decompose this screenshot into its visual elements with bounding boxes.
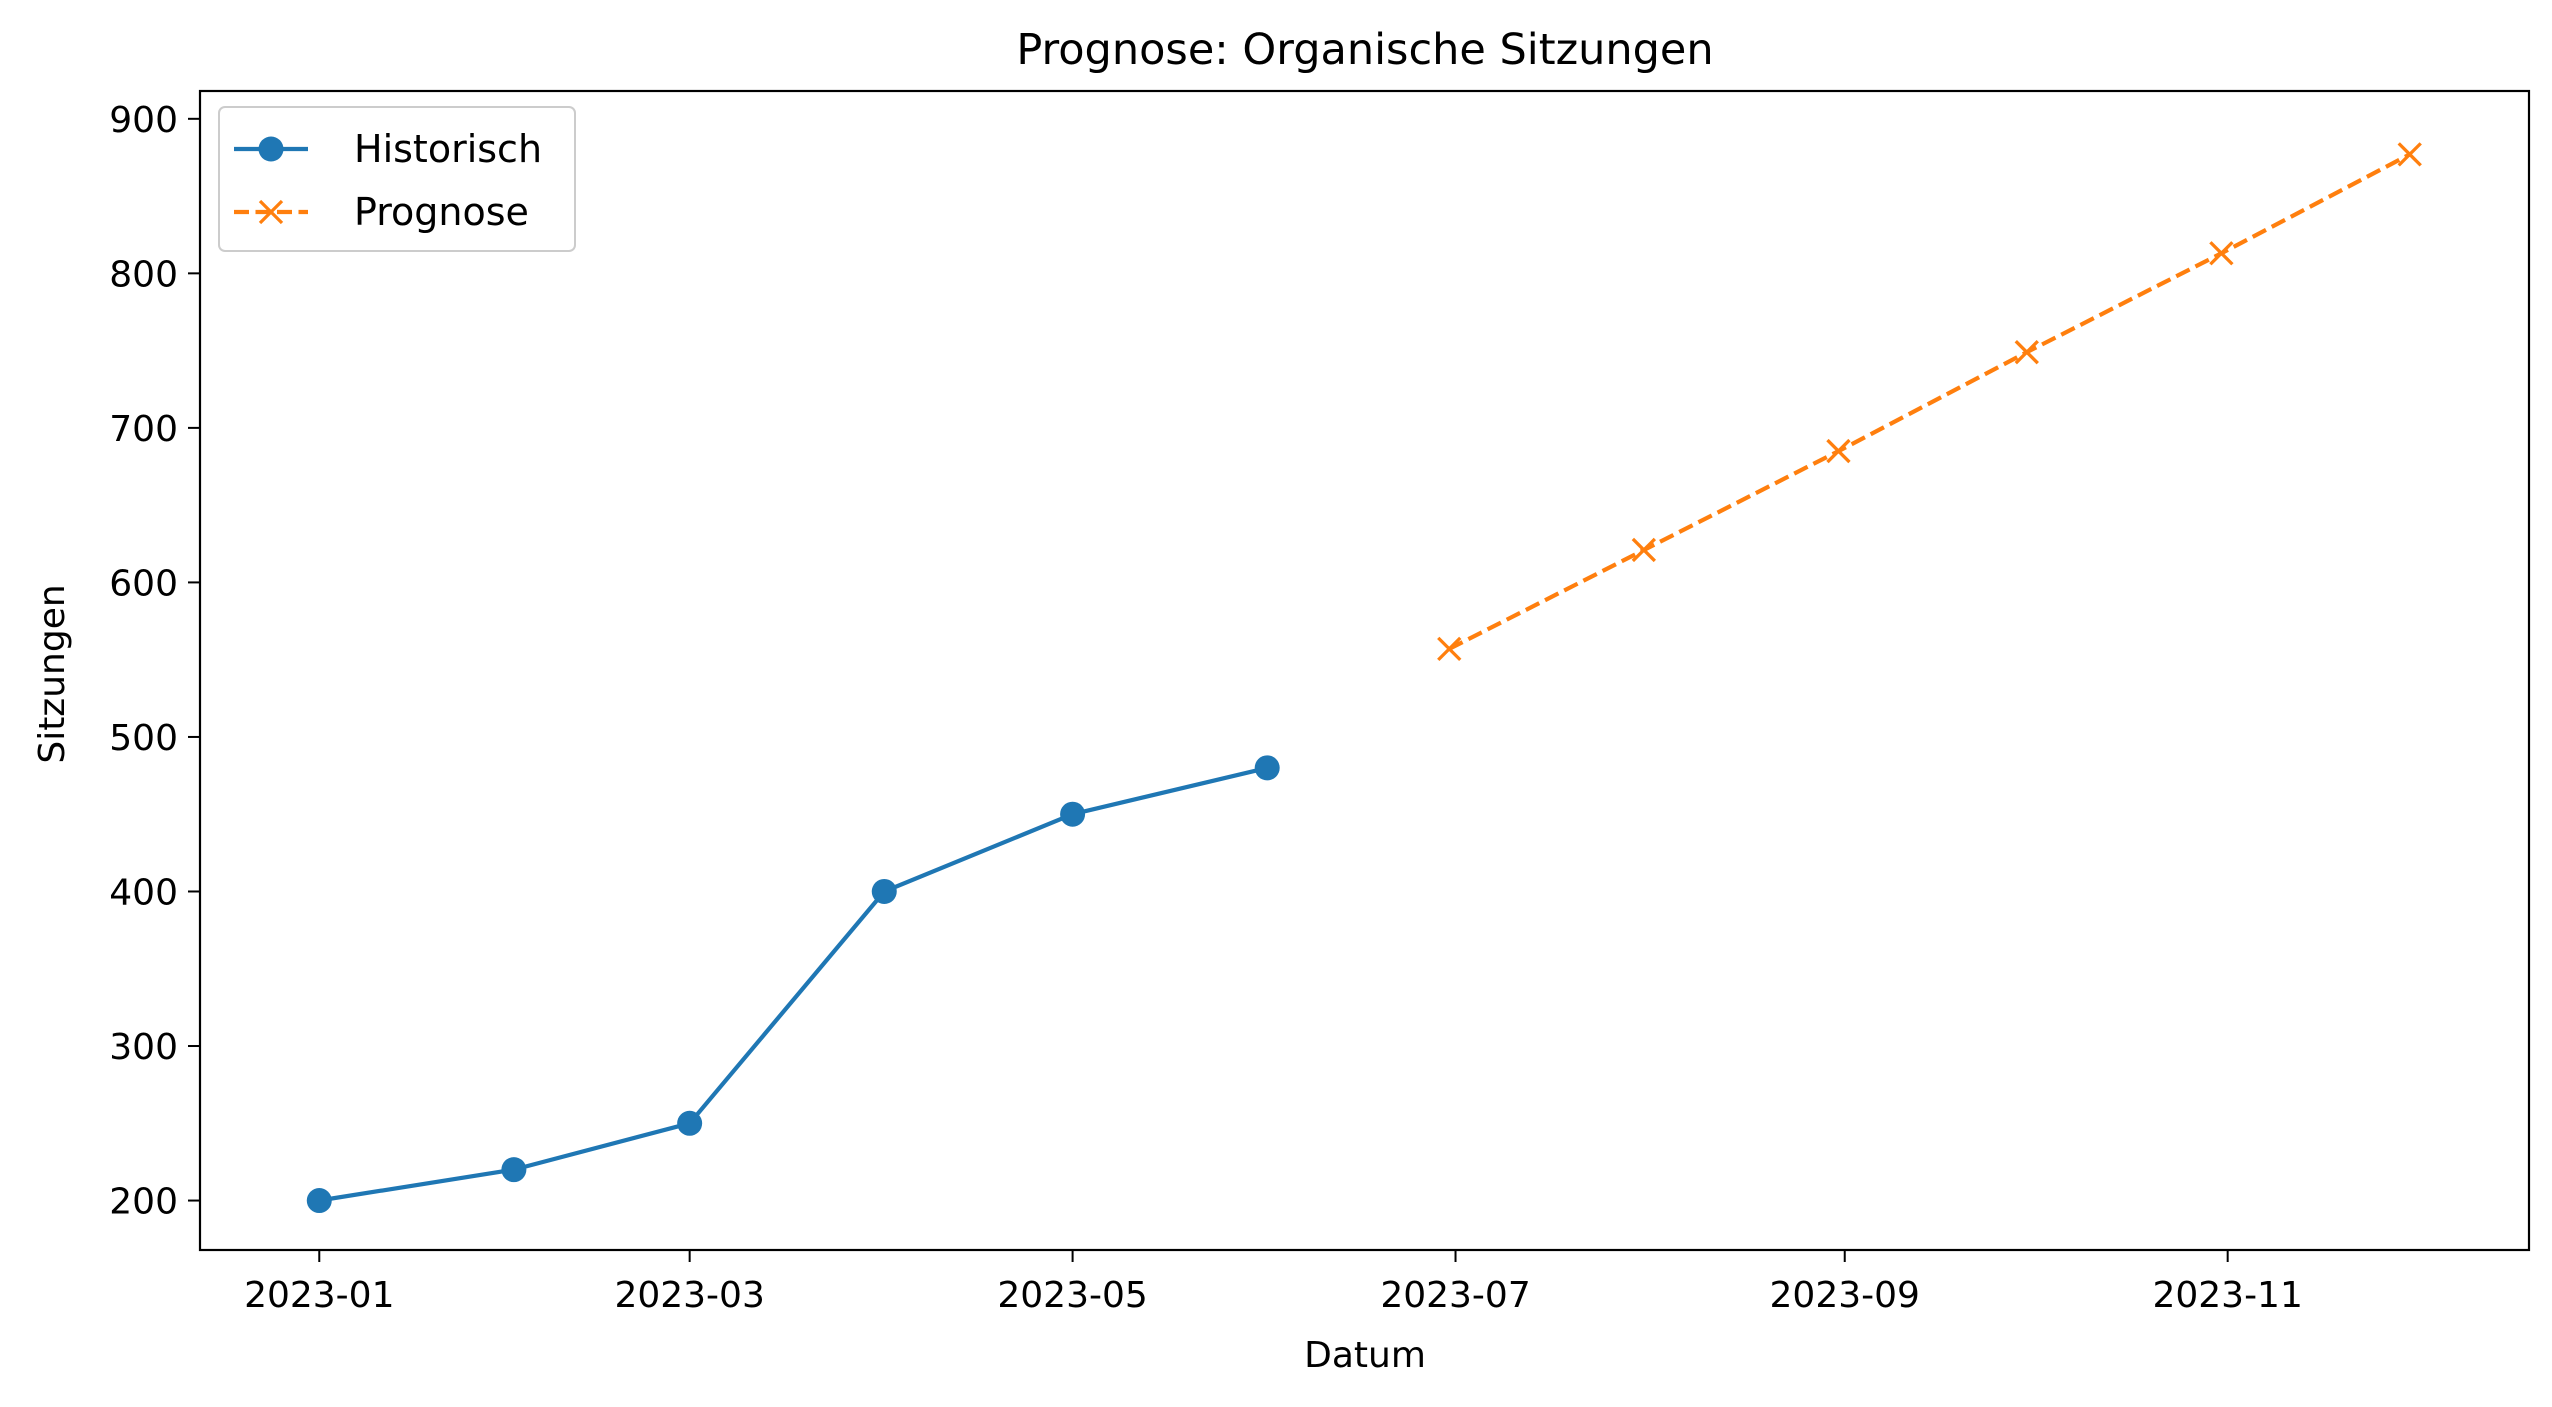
data-point-prognose	[2014, 339, 2039, 365]
data-point-prognose	[1437, 636, 1462, 662]
y-tick-label: 600	[109, 563, 178, 604]
x-marker-stroke	[1826, 438, 1851, 464]
x-tick-label: 2023-01	[244, 1275, 394, 1316]
data-point-historisch	[677, 1110, 703, 1136]
data-point-prognose	[2397, 142, 2422, 167]
legend-marker-prognose	[258, 199, 284, 225]
data-point-historisch	[871, 878, 897, 904]
x-axis-label: Datum	[1304, 1335, 1426, 1376]
legend-label-historisch: Historisch	[354, 127, 542, 171]
data-point-prognose	[2209, 241, 2234, 266]
x-marker-stroke	[1631, 537, 1657, 563]
data-point-historisch	[1254, 755, 1280, 781]
y-tick-label: 700	[109, 409, 178, 450]
y-tick-label: 900	[109, 100, 178, 141]
x-tick-label: 2023-11	[2152, 1275, 2302, 1316]
data-point-prognose	[1826, 438, 1851, 464]
x-tick-label: 2023-09	[1770, 1275, 1920, 1316]
axes-frame	[198, 89, 2531, 1252]
x-marker-stroke	[258, 199, 284, 225]
legend-marker-historisch	[258, 136, 284, 162]
x-tick-label: 2023-05	[997, 1275, 1147, 1316]
y-tick-label: 500	[109, 718, 178, 759]
chart-title: Prognose: Organische Sitzungen	[1016, 25, 1713, 75]
y-axis-label: Sitzungen	[32, 584, 73, 763]
x-marker-stroke	[2397, 142, 2422, 167]
legend-label-prognose: Prognose	[354, 190, 529, 234]
y-tick-label: 800	[109, 254, 178, 295]
axes: 200 300 400 500 600 700 800 900 2023-01 2023-03 20…	[109, 89, 2531, 1316]
data-point-historisch	[1060, 801, 1086, 827]
legend-box	[218, 106, 576, 252]
x-marker-stroke	[2014, 339, 2039, 365]
plot-area	[306, 142, 2422, 1214]
y-tick-label: 400	[109, 872, 178, 913]
series-line-prognose	[1448, 152, 2411, 651]
y-tick-label: 300	[109, 1027, 178, 1068]
x-marker-stroke	[1437, 636, 1462, 662]
data-point-prognose	[1631, 537, 1657, 563]
x-marker-stroke	[2209, 241, 2234, 266]
x-tick-label: 2023-03	[614, 1275, 764, 1316]
legend: Historisch Prognose	[218, 106, 576, 252]
data-point-historisch	[306, 1188, 332, 1214]
y-tick-label: 200	[109, 1182, 178, 1223]
x-tick-label: 2023-07	[1380, 1275, 1530, 1316]
series-line-historisch	[318, 765, 1268, 1203]
data-point-historisch	[501, 1157, 527, 1183]
